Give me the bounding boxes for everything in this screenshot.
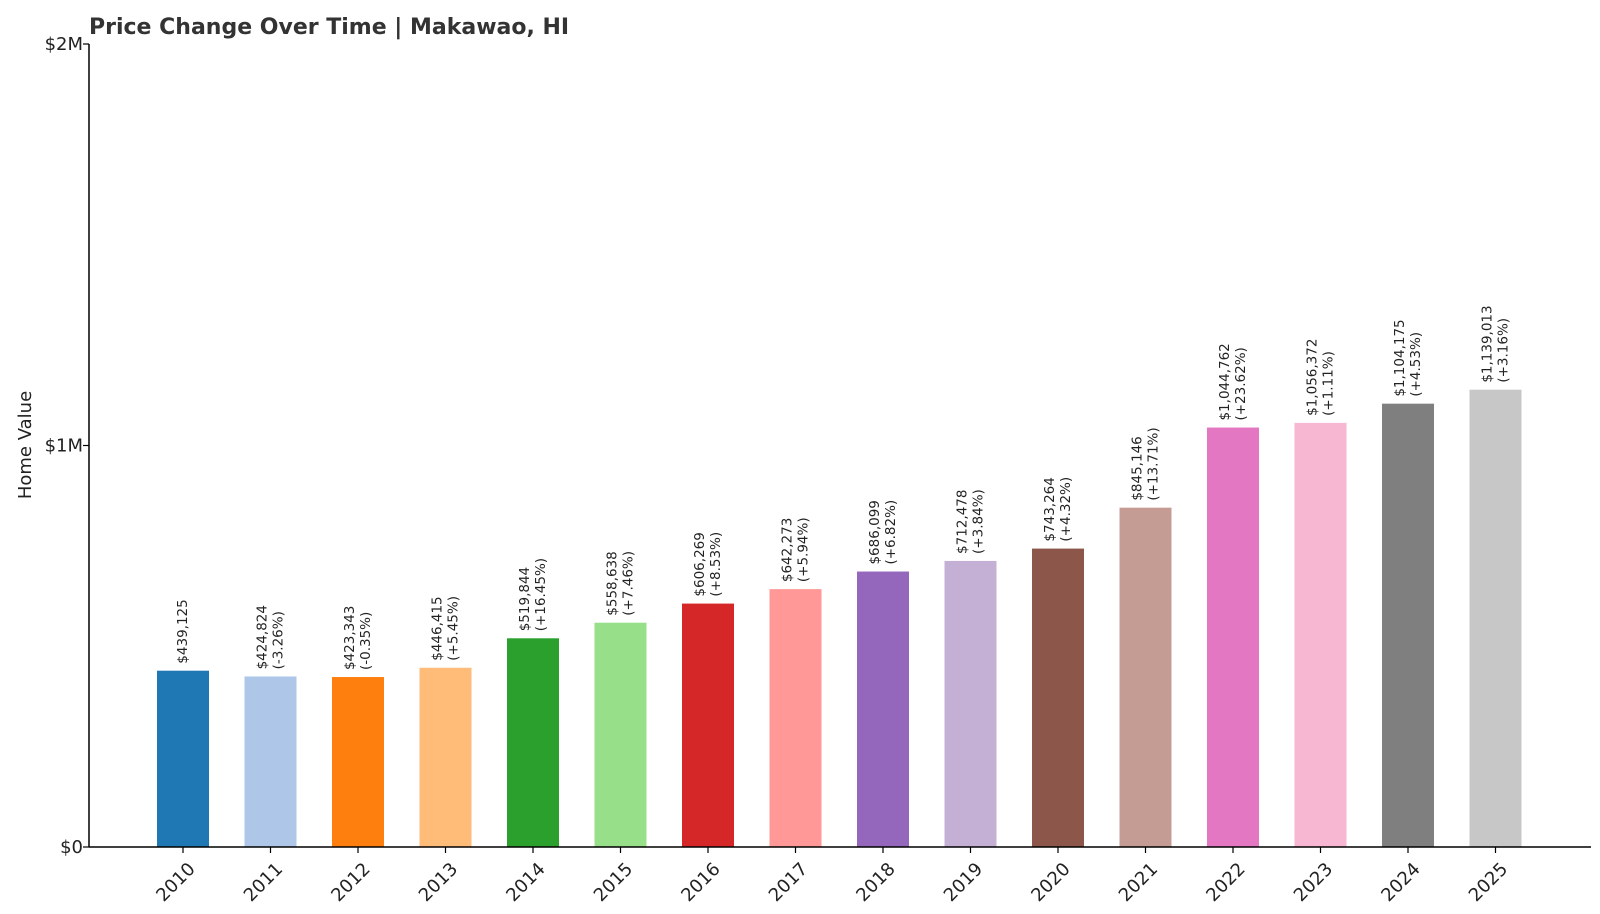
change-label: (+3.84%) — [971, 489, 987, 554]
bar — [682, 603, 734, 847]
x-tick-label: 2017 — [765, 859, 812, 906]
value-label: $1,056,372 — [1305, 339, 1321, 416]
value-label: $558,638 — [605, 551, 621, 615]
x-tick-label: 2024 — [1377, 859, 1424, 906]
value-label: $519,844 — [517, 567, 533, 631]
y-tick-label: $1M — [45, 436, 83, 457]
x-tick-label: 2013 — [415, 859, 462, 906]
value-label: $845,146 — [1130, 436, 1146, 500]
x-tick-label: 2019 — [940, 859, 987, 906]
x-tick-label: 2014 — [502, 859, 549, 906]
x-tick-label: 2021 — [1115, 859, 1162, 906]
bar — [1382, 403, 1434, 847]
y-axis-ticks: $0 $1M $2M — [45, 34, 89, 858]
x-tick-label: 2022 — [1202, 859, 1249, 906]
value-label: $423,343 — [342, 606, 358, 670]
x-tick-label: 2018 — [852, 859, 899, 906]
value-label: $642,273 — [780, 518, 796, 582]
bar — [507, 638, 559, 847]
y-axis-label: Home Value — [15, 391, 36, 499]
bar — [157, 670, 209, 847]
bar — [857, 571, 909, 847]
x-tick-label: 2015 — [590, 859, 637, 906]
bar — [594, 622, 647, 847]
value-label: $1,044,762 — [1217, 343, 1233, 420]
value-label: $446,415 — [430, 596, 446, 660]
x-tick-label: 2020 — [1027, 859, 1074, 906]
value-label: $712,478 — [955, 490, 971, 554]
change-label: (-0.35%) — [358, 612, 374, 670]
bar — [244, 676, 297, 847]
bar — [1207, 427, 1259, 847]
x-tick-label: 2016 — [677, 859, 724, 906]
value-label: $606,269 — [692, 532, 708, 596]
bar — [1294, 422, 1347, 847]
change-label: (+1.11%) — [1321, 351, 1337, 416]
change-label: (+8.53%) — [708, 532, 724, 597]
chart-title: Price Change Over Time | Makawao, HI — [89, 15, 569, 40]
change-label: (+4.53%) — [1408, 332, 1424, 397]
x-tick-label: 2025 — [1465, 859, 1512, 906]
change-label: (+16.45%) — [533, 558, 549, 631]
bar — [1032, 548, 1084, 847]
x-tick-label: 2010 — [152, 859, 199, 906]
change-label: (+4.32%) — [1058, 477, 1074, 542]
bar — [332, 677, 384, 847]
change-label: (+5.94%) — [796, 517, 812, 582]
data-labels: $439,125 $424,824 (-3.26%) $423,343 (-0.35%)… — [175, 305, 1512, 670]
bar — [1469, 389, 1522, 847]
value-label: $743,264 — [1042, 477, 1058, 541]
change-label: (+6.82%) — [883, 500, 899, 565]
value-label: $439,125 — [175, 599, 191, 663]
change-label: (+3.16%) — [1496, 318, 1512, 383]
x-axis-ticks: 2010 2011 2012 2013 2014 2015 2016 2017 2018 2019… — [152, 847, 1512, 906]
x-tick-label: 2012 — [327, 859, 374, 906]
bar — [419, 667, 472, 847]
change-label: (-3.26%) — [271, 611, 287, 669]
change-label: (+5.45%) — [446, 596, 462, 661]
bar — [944, 560, 997, 847]
value-label: $424,824 — [255, 605, 271, 669]
bar-series — [157, 389, 1522, 847]
bar — [1119, 507, 1172, 847]
x-tick-label: 2011 — [240, 859, 287, 906]
value-label: $1,139,013 — [1480, 305, 1496, 382]
y-tick-label: $0 — [60, 837, 83, 858]
x-tick-label: 2023 — [1290, 859, 1337, 906]
change-label: (+23.62%) — [1233, 347, 1249, 420]
y-tick-label: $2M — [45, 34, 83, 55]
bar — [769, 589, 822, 847]
change-label: (+7.46%) — [621, 551, 637, 616]
change-label: (+13.71%) — [1146, 427, 1162, 500]
value-label: $686,099 — [867, 500, 883, 564]
value-label: $1,104,175 — [1392, 319, 1408, 396]
